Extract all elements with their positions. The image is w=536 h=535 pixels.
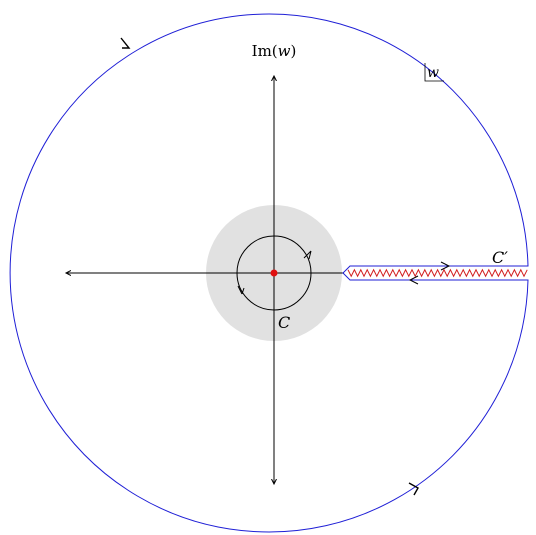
branch-cut [348,270,527,276]
origin-point [271,270,278,277]
contour-large-label: C′ [492,248,508,267]
imaginary-axis-label: Im(w) [252,42,297,60]
plane-label: w [427,65,439,81]
large-contour-arrow-bottom [409,483,418,495]
large-contour-arrow-topleft [121,38,129,48]
contour-small-label: C [278,313,290,332]
